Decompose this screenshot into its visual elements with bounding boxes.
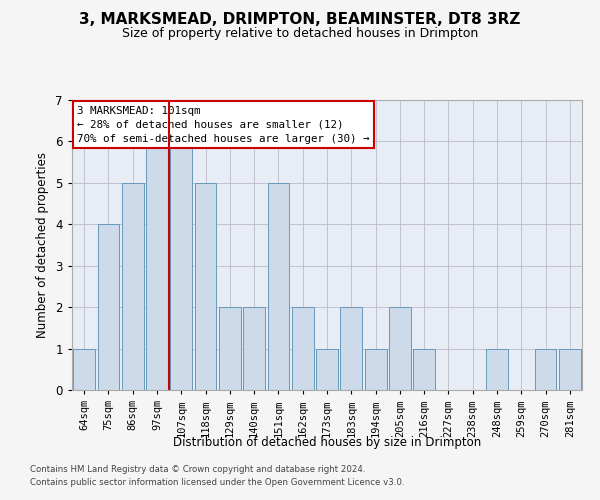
Bar [219, 307, 241, 390]
Bar [97, 224, 119, 390]
Bar [292, 307, 314, 390]
Text: Distribution of detached houses by size in Drimpton: Distribution of detached houses by size … [173, 436, 481, 449]
Bar [559, 348, 581, 390]
Bar [365, 348, 386, 390]
Text: Contains public sector information licensed under the Open Government Licence v3: Contains public sector information licen… [30, 478, 404, 487]
Bar [316, 348, 338, 390]
Bar [535, 348, 556, 390]
Text: 3 MARKSMEAD: 101sqm
← 28% of detached houses are smaller (12)
70% of semi-detach: 3 MARKSMEAD: 101sqm ← 28% of detached ho… [77, 106, 370, 144]
Bar [170, 142, 192, 390]
Bar [268, 183, 289, 390]
Bar [146, 142, 168, 390]
Text: Size of property relative to detached houses in Drimpton: Size of property relative to detached ho… [122, 28, 478, 40]
Text: Contains HM Land Registry data © Crown copyright and database right 2024.: Contains HM Land Registry data © Crown c… [30, 466, 365, 474]
Bar [122, 183, 143, 390]
Bar [194, 183, 217, 390]
Bar [340, 307, 362, 390]
Bar [389, 307, 411, 390]
Bar [73, 348, 95, 390]
Bar [486, 348, 508, 390]
Bar [413, 348, 435, 390]
Bar [243, 307, 265, 390]
Text: 3, MARKSMEAD, DRIMPTON, BEAMINSTER, DT8 3RZ: 3, MARKSMEAD, DRIMPTON, BEAMINSTER, DT8 … [79, 12, 521, 28]
Y-axis label: Number of detached properties: Number of detached properties [35, 152, 49, 338]
